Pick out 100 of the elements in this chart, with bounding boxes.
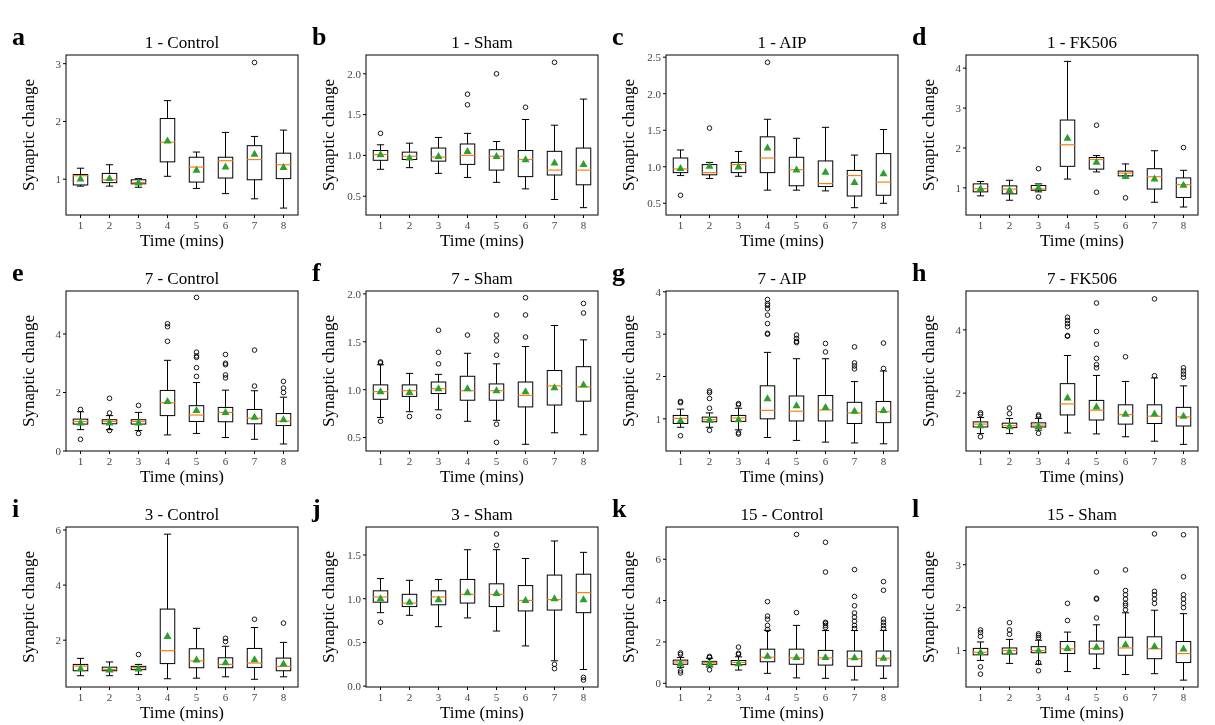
x-tick-label: 8: [880, 691, 887, 703]
x-tick-label: 8: [1180, 219, 1187, 231]
x-tick-label: 4: [1064, 455, 1071, 467]
x-axis-title: Time (mins): [740, 467, 824, 486]
x-tick-label: 3: [1035, 691, 1042, 703]
y-tick-label: 4: [655, 285, 662, 298]
y-tick-label: 2: [55, 115, 61, 128]
x-tick-label: 6: [1122, 455, 1129, 467]
x-tick-label: 2: [706, 219, 713, 231]
x-tick-label: 4: [764, 455, 771, 467]
x-tick-label: 5: [493, 691, 500, 703]
y-tick-label: 1.0: [647, 160, 662, 173]
x-tick-label: 3: [135, 691, 142, 703]
x-tick-label: 3: [135, 219, 142, 231]
text: f: [312, 258, 321, 287]
x-tick-label: 8: [580, 219, 587, 231]
x-tick-label: 4: [164, 455, 171, 467]
y-axis-title: Synaptic change: [619, 79, 638, 191]
x-tick-label: 7: [851, 455, 858, 467]
y-tick-label: 2.0: [647, 87, 662, 100]
x-axis-title: Time (mins): [440, 703, 524, 722]
y-axis-title: Synaptic change: [19, 551, 38, 663]
x-tick-label: 6: [522, 455, 529, 467]
text: e: [12, 258, 24, 287]
text: j: [311, 494, 321, 523]
x-tick-label: 1: [977, 691, 984, 703]
x-tick-label: 8: [280, 219, 287, 231]
x-tick-label: 3: [1035, 455, 1042, 467]
y-tick-label: 1: [655, 412, 661, 425]
x-tick-label: 5: [193, 691, 200, 703]
text: h: [912, 258, 927, 287]
x-tick-label: 7: [1151, 691, 1158, 703]
y-tick-label: 4: [955, 323, 962, 336]
y-tick-label: 0.0: [347, 679, 362, 692]
x-tick-label: 6: [1122, 219, 1129, 231]
x-tick-label: 8: [580, 455, 587, 467]
y-tick-label: 2: [655, 635, 661, 648]
y-tick-label: 1.0: [347, 383, 362, 396]
x-tick-label: 4: [464, 219, 471, 231]
x-axis-title: Time (mins): [140, 703, 224, 722]
y-tick-label: 3: [655, 328, 662, 341]
x-tick-label: 4: [764, 691, 771, 703]
x-tick-label: 3: [435, 219, 442, 231]
x-tick-label: 8: [580, 691, 587, 703]
text: k: [612, 494, 627, 523]
y-axis-title: Synaptic change: [919, 79, 938, 191]
x-tick-label: 7: [851, 219, 858, 231]
x-tick-label: 5: [1093, 219, 1100, 231]
y-tick-label: 2: [955, 386, 961, 399]
x-tick-label: 1: [377, 219, 384, 231]
y-tick-label: 0.5: [347, 431, 362, 444]
x-tick-label: 6: [822, 455, 829, 467]
chart-title: 7 - Sham: [451, 269, 513, 288]
y-tick-label: 1: [955, 181, 961, 194]
x-tick-label: 1: [977, 219, 984, 231]
x-tick-label: 2: [1006, 219, 1013, 231]
x-tick-label: 2: [406, 219, 413, 231]
x-tick-label: 6: [222, 219, 229, 231]
y-tick-label: 1.0: [347, 592, 362, 605]
x-tick-label: 7: [1151, 219, 1158, 231]
x-tick-label: 6: [222, 691, 229, 703]
y-tick-label: 0.5: [347, 190, 362, 203]
chart-title: 7 - FK506: [1047, 269, 1117, 288]
x-tick-label: 5: [1093, 455, 1100, 467]
x-tick-label: 7: [251, 691, 258, 703]
x-tick-label: 4: [464, 455, 471, 467]
text: l: [912, 494, 920, 523]
y-tick-label: 1.0: [347, 149, 362, 162]
text: b: [312, 22, 327, 51]
y-tick-label: 2: [655, 370, 661, 383]
x-tick-label: 1: [77, 219, 84, 231]
y-tick-label: 1: [55, 173, 61, 186]
x-tick-label: 7: [551, 219, 558, 231]
y-tick-label: 6: [655, 553, 662, 566]
x-tick-label: 2: [106, 219, 113, 231]
y-axis-title: Synaptic change: [319, 315, 338, 427]
x-tick-label: 1: [677, 691, 684, 703]
x-tick-label: 4: [164, 691, 171, 703]
y-axis-title: Synaptic change: [619, 315, 638, 427]
x-tick-label: 2: [1006, 691, 1013, 703]
x-tick-label: 5: [493, 455, 500, 467]
x-tick-label: 6: [822, 219, 829, 231]
y-tick-label: 1.5: [647, 124, 662, 137]
y-tick-label: 3: [955, 558, 962, 571]
x-tick-label: 5: [193, 219, 200, 231]
y-tick-label: 4: [55, 578, 62, 591]
y-tick-label: 1.5: [347, 335, 362, 348]
chart-title: 1 - FK506: [1047, 33, 1117, 52]
x-tick-label: 6: [822, 691, 829, 703]
x-tick-label: 5: [793, 691, 800, 703]
chart-title: 7 - Control: [144, 269, 220, 288]
x-tick-label: 4: [464, 691, 471, 703]
x-tick-label: 5: [1093, 691, 1100, 703]
x-tick-label: 3: [735, 691, 742, 703]
y-tick-label: 2.0: [347, 67, 362, 80]
x-tick-label: 7: [551, 691, 558, 703]
x-tick-label: 4: [164, 219, 171, 231]
x-tick-label: 7: [1151, 455, 1158, 467]
x-tick-label: 5: [193, 455, 200, 467]
y-tick-label: 3: [955, 101, 962, 114]
